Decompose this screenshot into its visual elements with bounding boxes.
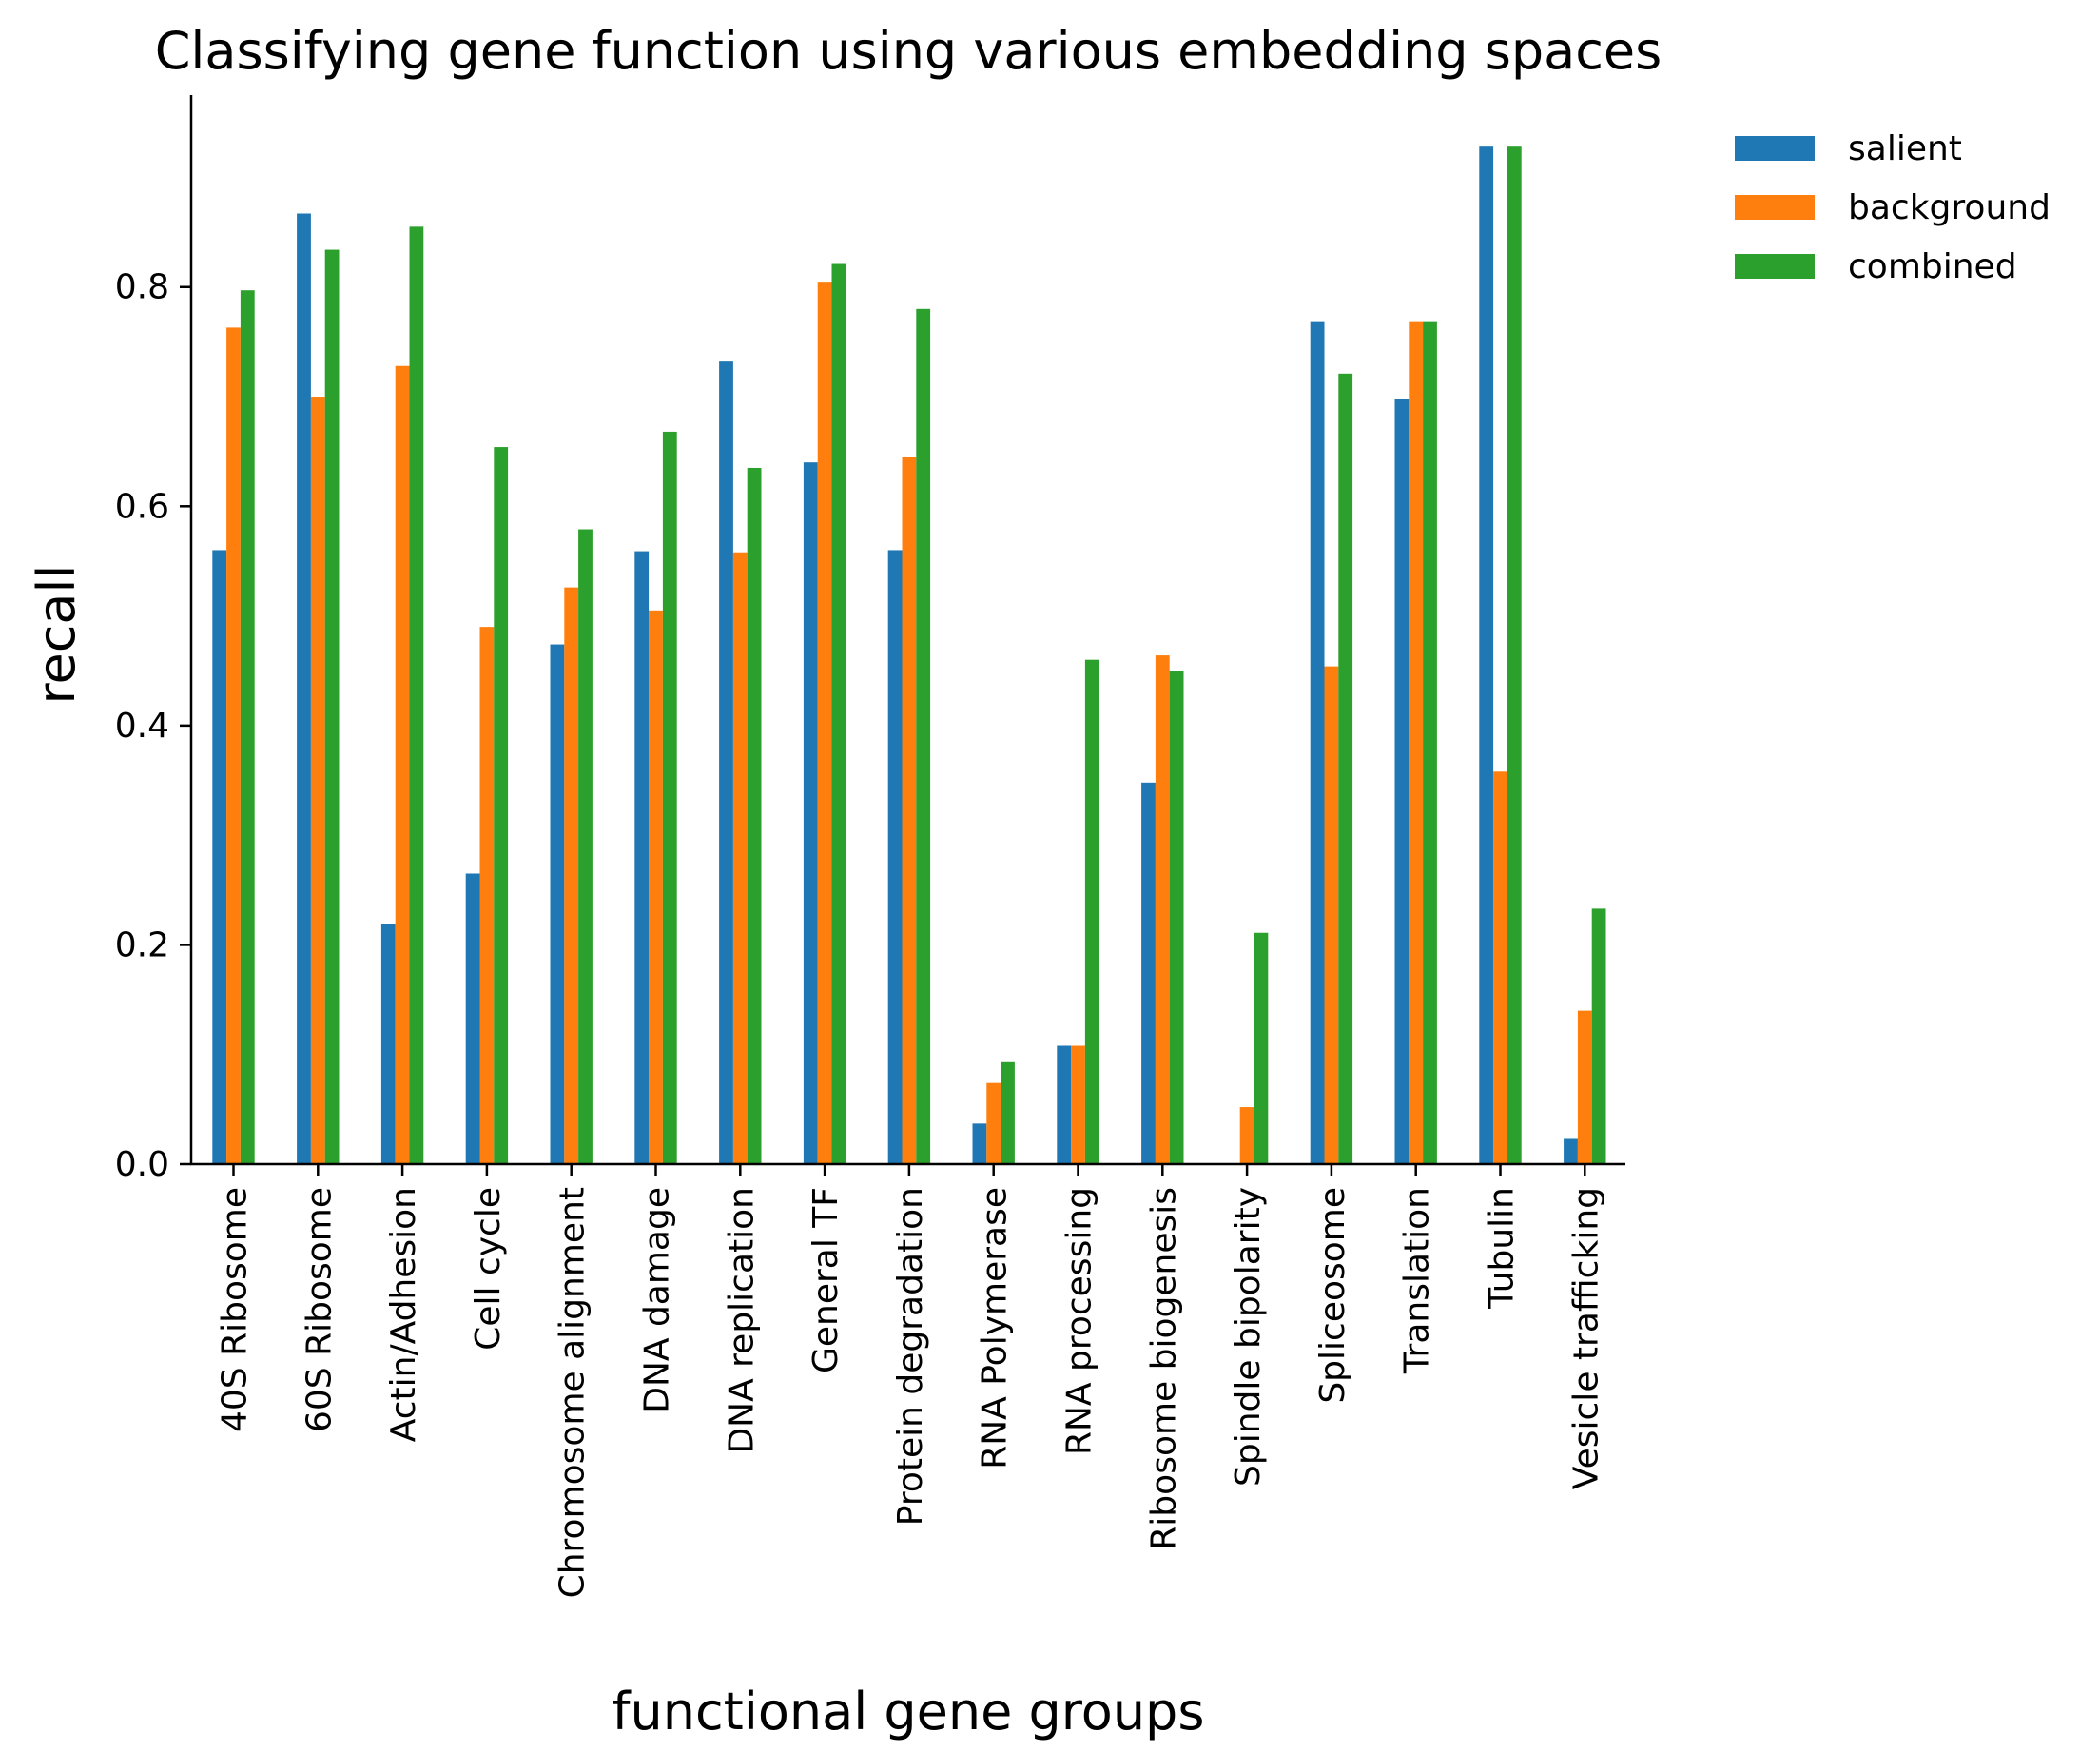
bar-background-3 <box>479 627 495 1164</box>
bar-combined-11 <box>1169 671 1184 1164</box>
y-tick-label: 0.4 <box>115 707 169 746</box>
bar-combined-4 <box>578 529 593 1164</box>
y-axis-label: recall <box>27 564 87 704</box>
bar-background-11 <box>1155 655 1170 1164</box>
bar-background-5 <box>649 610 663 1164</box>
bar-salient-8 <box>887 550 903 1164</box>
bar-combined-0 <box>240 290 255 1164</box>
bar-salient-15 <box>1479 146 1494 1165</box>
legend-label-background: background <box>1848 188 2051 227</box>
x-tick-label: RNA Polymerase <box>976 1187 1015 1469</box>
bars-layer <box>212 146 1606 1165</box>
legend-swatch-salient <box>1735 136 1815 161</box>
x-tick-label: Protein degradation <box>891 1187 930 1526</box>
bar-salient-9 <box>972 1123 987 1164</box>
x-tick-label: General TF <box>807 1187 846 1373</box>
legend-swatch-background <box>1735 195 1815 220</box>
bar-background-15 <box>1493 771 1507 1164</box>
axes-layer <box>189 95 1625 1166</box>
bar-background-8 <box>902 457 917 1164</box>
bar-combined-15 <box>1507 146 1522 1165</box>
bar-combined-9 <box>1001 1061 1015 1164</box>
x-tick-label: Cell cycle <box>469 1187 508 1351</box>
bar-background-0 <box>226 327 241 1164</box>
bar-combined-1 <box>324 249 340 1164</box>
bar-background-2 <box>395 365 410 1164</box>
bar-salient-6 <box>719 361 733 1164</box>
bar-salient-7 <box>803 462 818 1164</box>
legend: salient background combined <box>1735 129 2051 286</box>
bar-combined-13 <box>1338 373 1353 1164</box>
bar-combined-12 <box>1254 932 1269 1164</box>
bar-salient-10 <box>1057 1045 1072 1164</box>
chart-title: Classifying gene function using various … <box>155 21 1662 81</box>
bar-background-6 <box>732 552 748 1164</box>
bar-combined-10 <box>1084 659 1099 1164</box>
bar-background-13 <box>1324 666 1339 1164</box>
bar-background-12 <box>1239 1107 1254 1164</box>
x-tick-label: Actin/Adhesion <box>384 1187 423 1442</box>
bar-background-10 <box>1071 1045 1085 1164</box>
x-ticks: 40S Ribosome 60S Ribosome Actin/Adhesion Ce… <box>216 1164 1605 1598</box>
x-tick-label: RNA processing <box>1060 1187 1099 1455</box>
bar-salient-16 <box>1564 1138 1578 1164</box>
bar-background-1 <box>310 397 325 1164</box>
bar-salient-5 <box>634 551 650 1164</box>
x-tick-label: Tubulin <box>1483 1187 1522 1310</box>
bar-combined-5 <box>662 431 677 1164</box>
x-tick-label: DNA replication <box>722 1187 761 1454</box>
bar-salient-0 <box>212 550 227 1164</box>
bar-background-16 <box>1577 1010 1592 1164</box>
bar-salient-14 <box>1394 399 1410 1165</box>
y-tick-label: 0.8 <box>115 268 169 307</box>
x-tick-label: Chromosome alignment <box>554 1187 593 1598</box>
x-tick-label: DNA damage <box>638 1187 677 1413</box>
bar-combined-8 <box>916 308 931 1164</box>
bar-combined-14 <box>1423 321 1437 1164</box>
bar-salient-13 <box>1310 321 1325 1164</box>
bar-combined-7 <box>831 263 846 1164</box>
bar-combined-6 <box>747 467 762 1165</box>
bar-salient-1 <box>297 213 311 1164</box>
x-tick-label: 40S Ribosome <box>216 1187 255 1432</box>
x-axis-label: functional gene groups <box>612 1682 1205 1741</box>
bar-salient-2 <box>380 924 396 1164</box>
y-tick-label: 0.0 <box>115 1145 169 1184</box>
bar-background-7 <box>817 282 832 1164</box>
y-ticks: 0.0 0.2 0.4 0.6 0.8 <box>115 268 191 1184</box>
y-tick-label: 0.2 <box>115 925 169 964</box>
legend-label-salient: salient <box>1848 129 1962 168</box>
x-tick-label: 60S Ribosome <box>300 1187 339 1432</box>
bar-salient-4 <box>550 644 565 1164</box>
legend-label-combined: combined <box>1848 247 2017 286</box>
x-tick-label: Spliceosome <box>1313 1187 1352 1404</box>
bar-background-9 <box>986 1082 1001 1164</box>
bar-combined-3 <box>494 447 509 1164</box>
x-tick-label: Vesicle trafficking <box>1566 1187 1605 1489</box>
x-tick-label: Spindle bipolarity <box>1229 1187 1268 1487</box>
bar-background-14 <box>1409 321 1424 1164</box>
bar-salient-11 <box>1141 782 1156 1164</box>
bar-combined-16 <box>1591 908 1606 1164</box>
legend-swatch-combined <box>1735 254 1815 279</box>
bar-combined-2 <box>409 226 424 1165</box>
x-tick-label: Ribosome biogenesis <box>1144 1187 1183 1550</box>
bar-background-4 <box>564 587 579 1164</box>
y-tick-label: 0.6 <box>115 487 169 526</box>
x-tick-label: Translation <box>1398 1187 1437 1374</box>
bar-salient-3 <box>465 873 480 1164</box>
